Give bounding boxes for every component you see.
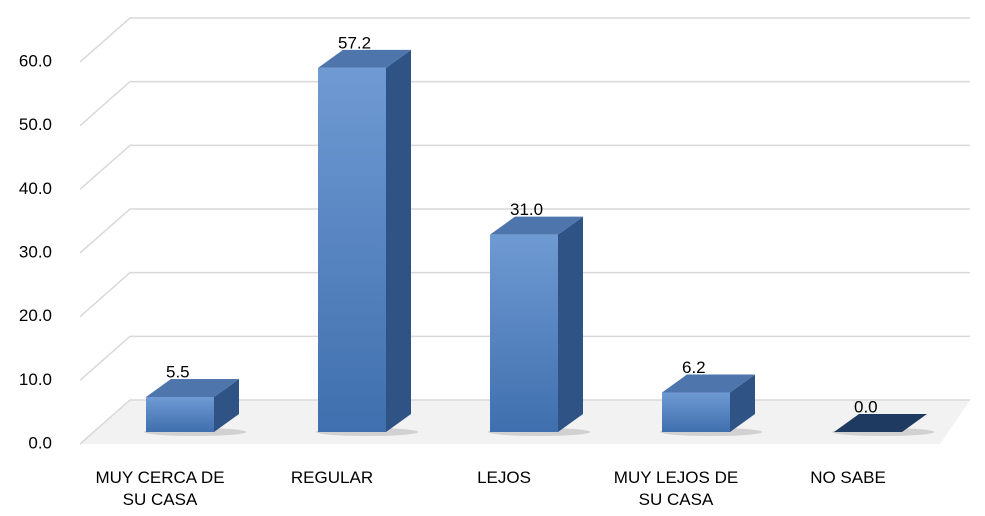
x-tick-label: MUY LEJOS DE SU CASA bbox=[613, 468, 739, 509]
bar-side bbox=[730, 374, 755, 432]
bar-top bbox=[146, 378, 239, 397]
bar-top bbox=[318, 49, 411, 68]
x-tick-label: REGULAR bbox=[290, 468, 374, 487]
bar bbox=[146, 396, 214, 432]
grid-line bbox=[79, 335, 970, 381]
bar-side bbox=[386, 49, 411, 433]
bar-top bbox=[662, 374, 755, 393]
y-tick-label: 50.0 bbox=[19, 115, 52, 134]
y-tick-label: 0.0 bbox=[28, 433, 52, 452]
data-label: 31.0 bbox=[510, 200, 543, 219]
grid-line bbox=[79, 208, 970, 254]
x-tick-label: NO SABE bbox=[810, 468, 886, 487]
bar-side bbox=[558, 216, 583, 432]
grid-line bbox=[79, 271, 970, 318]
data-label: 5.5 bbox=[166, 362, 190, 381]
bar-top bbox=[490, 216, 583, 235]
x-tick-label: MUY CERCA DE SU CASA bbox=[95, 468, 225, 509]
grid-line bbox=[79, 144, 970, 190]
y-tick-label: 60.0 bbox=[19, 51, 52, 70]
data-label: 0.0 bbox=[854, 397, 878, 416]
data-label: 57.2 bbox=[338, 33, 371, 52]
grid-line bbox=[79, 80, 970, 127]
y-tick-label: 30.0 bbox=[19, 242, 52, 261]
bar-top bbox=[834, 414, 927, 432]
bar bbox=[318, 67, 386, 433]
y-tick-label: 10.0 bbox=[19, 370, 52, 389]
bar bbox=[662, 392, 730, 432]
x-tick-label: LEJOS bbox=[477, 468, 531, 487]
bar bbox=[490, 234, 558, 432]
data-label: 6.2 bbox=[682, 358, 706, 377]
y-tick-label: 40.0 bbox=[19, 179, 52, 198]
y-tick-label: 20.0 bbox=[19, 306, 52, 325]
grid-line bbox=[79, 17, 970, 63]
bar-side bbox=[214, 378, 239, 432]
